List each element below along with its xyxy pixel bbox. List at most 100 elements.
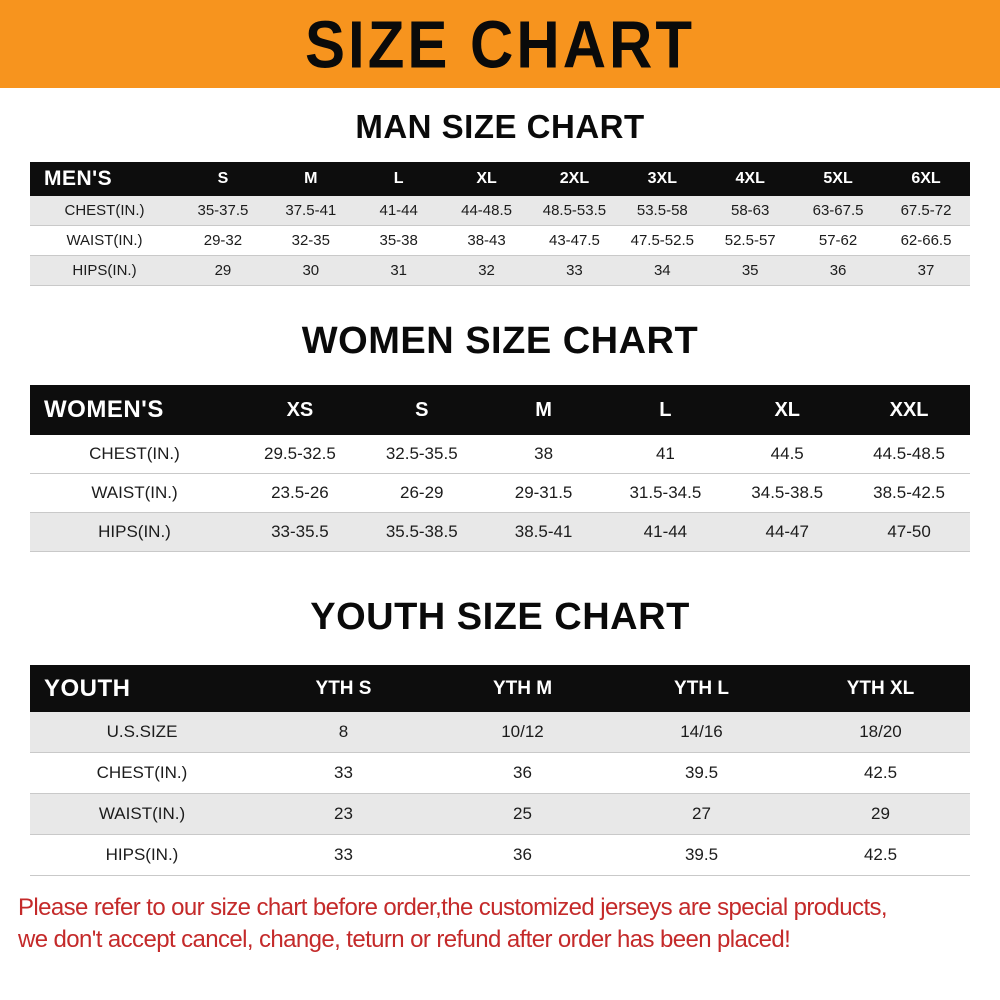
- size-cell: 33: [254, 834, 433, 876]
- size-cell: 14/16: [612, 712, 791, 753]
- size-cell: 33-35.5: [239, 512, 361, 552]
- size-cell: 29-31.5: [482, 473, 605, 513]
- column-header: 6XL: [882, 162, 970, 196]
- size-cell: 44.5: [726, 435, 849, 474]
- size-cell: 39.5: [612, 752, 791, 794]
- size-cell: 29: [791, 793, 970, 835]
- size-cell: 47-50: [848, 512, 970, 552]
- size-cell: 38.5-41: [482, 512, 605, 552]
- size-cell: 35.5-38.5: [360, 512, 483, 552]
- disclaimer-line-1: Please refer to our size chart before or…: [18, 894, 888, 921]
- row-label: HIPS(IN.): [30, 834, 254, 876]
- column-header: YTH L: [612, 665, 791, 712]
- column-header: YTH S: [254, 665, 433, 712]
- column-header: XXL: [848, 385, 970, 435]
- column-header: 2XL: [530, 162, 619, 196]
- row-label: CHEST(IN.): [30, 752, 254, 794]
- table-row: U.S.SIZE 8 10/12 14/16 18/20: [30, 712, 970, 753]
- row-label: WAIST(IN.): [30, 473, 239, 513]
- table-row: WAIST(IN.) 23 25 27 29: [30, 793, 970, 835]
- column-header: M: [482, 385, 605, 435]
- size-chart-banner: SIZE CHART: [0, 0, 1000, 88]
- size-cell: 32.5-35.5: [360, 435, 483, 474]
- size-cell: 29.5-32.5: [239, 435, 361, 474]
- size-cell: 53.5-58: [618, 196, 707, 226]
- column-header: XL: [726, 385, 849, 435]
- table-row: CHEST(IN.) 33 36 39.5 42.5: [30, 752, 970, 794]
- header-row: MEN'S S M L XL 2XL 3XL 4XL 5XL 6XL: [30, 162, 970, 196]
- row-label: WAIST(IN.): [30, 793, 254, 835]
- column-header: 4XL: [706, 162, 795, 196]
- table-row: HIPS(IN.) 29 30 31 32 33 34 35 36 37: [30, 255, 970, 286]
- column-header: 5XL: [794, 162, 882, 196]
- size-cell: 36: [433, 752, 612, 794]
- size-cell: 29: [179, 255, 267, 286]
- header-row: WOMEN'S XS S M L XL XXL: [30, 385, 970, 435]
- size-cell: 39.5: [612, 834, 791, 876]
- women-size-table: WOMEN'S XS S M L XL XXL CHEST(IN.) 29.5-32.5 32.5…: [30, 385, 970, 552]
- size-cell: 25: [433, 793, 612, 835]
- size-cell: 18/20: [791, 712, 970, 753]
- size-cell: 36: [794, 255, 882, 286]
- size-cell: 35: [706, 255, 795, 286]
- size-cell: 63-67.5: [794, 196, 882, 226]
- size-cell: 38-43: [442, 225, 531, 256]
- disclaimer-line-2: we don't accept cancel, change, teturn o…: [18, 926, 791, 954]
- row-label: U.S.SIZE: [30, 712, 254, 753]
- size-cell: 37: [882, 255, 970, 286]
- size-cell: 32: [442, 255, 531, 286]
- size-cell: 31: [354, 255, 443, 286]
- column-header: M: [266, 162, 355, 196]
- size-cell: 41-44: [604, 512, 727, 552]
- size-cell: 41-44: [354, 196, 443, 226]
- size-cell: 34.5-38.5: [726, 473, 849, 513]
- size-cell: 48.5-53.5: [530, 196, 619, 226]
- table-row: HIPS(IN.) 33-35.5 35.5-38.5 38.5-41 41-44 44-…: [30, 512, 970, 552]
- column-header: S: [360, 385, 483, 435]
- size-cell: 38.5-42.5: [848, 473, 970, 513]
- size-cell: 62-66.5: [882, 225, 970, 256]
- size-cell: 33: [254, 752, 433, 794]
- size-cell: 8: [254, 712, 433, 753]
- size-cell: 10/12: [433, 712, 612, 753]
- size-cell: 67.5-72: [882, 196, 970, 226]
- column-header: YTH M: [433, 665, 612, 712]
- size-cell: 57-62: [794, 225, 882, 256]
- table-corner-label: YOUTH: [30, 665, 254, 712]
- men-size-chart-section: MAN SIZE CHART MEN'S S M L XL 2XL 3XL 4XL 5XL 6XL…: [0, 88, 1000, 286]
- size-cell: 35-38: [354, 225, 443, 256]
- size-cell: 58-63: [706, 196, 795, 226]
- size-cell: 26-29: [360, 473, 483, 513]
- table-corner-label: MEN'S: [30, 162, 179, 196]
- women-chart-heading: WOMEN SIZE CHART: [301, 320, 699, 362]
- banner-title: SIZE CHART: [305, 6, 695, 82]
- size-cell: 23.5-26: [239, 473, 361, 513]
- row-label: CHEST(IN.): [30, 196, 179, 226]
- size-cell: 32-35: [266, 225, 355, 256]
- size-cell: 33: [530, 255, 619, 286]
- column-header: XL: [442, 162, 531, 196]
- column-header: L: [604, 385, 727, 435]
- size-cell: 23: [254, 793, 433, 835]
- size-cell: 52.5-57: [706, 225, 795, 256]
- table-row: CHEST(IN.) 29.5-32.5 32.5-35.5 38 41 44.5 44.5…: [30, 435, 970, 474]
- size-cell: 42.5: [791, 834, 970, 876]
- size-cell: 35-37.5: [179, 196, 267, 226]
- men-chart-heading: MAN SIZE CHART: [355, 108, 645, 145]
- column-header: YTH XL: [791, 665, 970, 712]
- size-cell: 30: [266, 255, 355, 286]
- column-header: L: [354, 162, 443, 196]
- size-cell: 27: [612, 793, 791, 835]
- size-cell: 43-47.5: [530, 225, 619, 256]
- size-cell: 29-32: [179, 225, 267, 256]
- disclaimer-text: Please refer to our size chart before or…: [18, 892, 982, 957]
- table-row: WAIST(IN.) 23.5-26 26-29 29-31.5 31.5-34.5 34…: [30, 473, 970, 513]
- size-cell: 36: [433, 834, 612, 876]
- column-header: S: [179, 162, 267, 196]
- column-header: 3XL: [618, 162, 707, 196]
- size-cell: 47.5-52.5: [618, 225, 707, 256]
- row-label: CHEST(IN.): [30, 435, 239, 474]
- women-size-chart-section: WOMEN SIZE CHART WOMEN'S XS S M L XL XXL CHEST(…: [0, 286, 1000, 552]
- size-cell: 44.5-48.5: [848, 435, 970, 474]
- row-label: HIPS(IN.): [30, 255, 179, 286]
